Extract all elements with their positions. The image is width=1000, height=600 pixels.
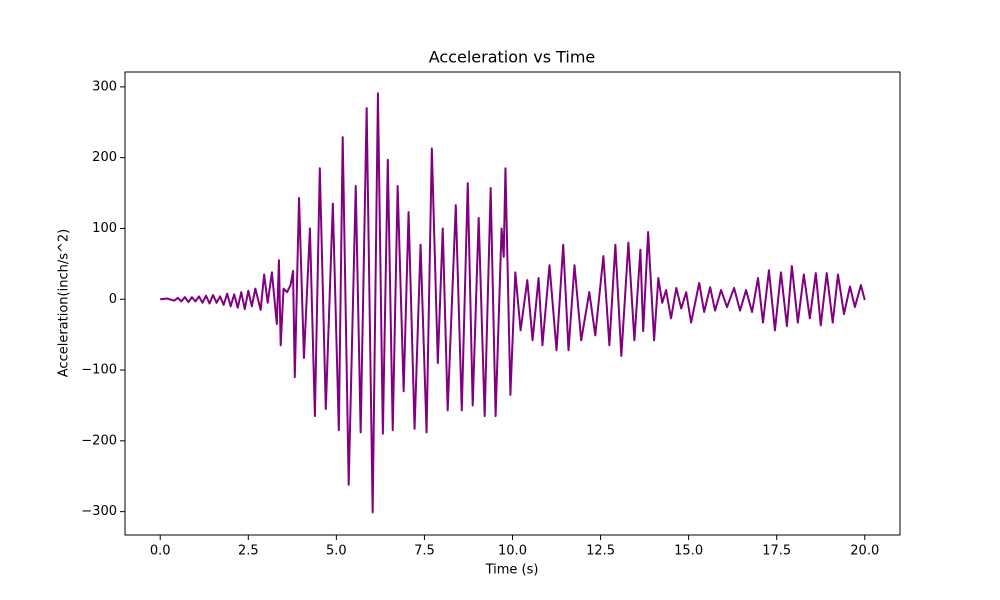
x-axis-label: Time (s) [485,563,539,578]
y-tick-label: −200 [81,433,117,448]
x-tick-label: 15.0 [674,544,703,559]
x-tick-label: 7.5 [414,544,435,559]
x-tick-label: 10.0 [498,544,527,559]
x-tick-label: 5.0 [326,544,347,559]
y-tick-label: −100 [81,363,117,378]
x-tick-label: 17.5 [762,544,791,559]
x-tick-label: 20.0 [850,544,879,559]
y-axis-label: Acceleration(inch/s^2) [57,229,72,377]
plot-frame [124,71,901,536]
y-tick-label: −300 [81,504,117,519]
y-tick-label: 0 [109,292,117,307]
x-tick-label: 12.5 [586,544,615,559]
data-line [160,92,866,514]
x-tick-label: 2.5 [238,544,259,559]
y-tick-label: 100 [92,221,117,236]
chart-title: Acceleration vs Time [429,48,596,67]
y-tick-label: 200 [92,150,117,165]
x-tick-label: 0.0 [150,544,171,559]
y-tick-label: 300 [92,79,117,94]
